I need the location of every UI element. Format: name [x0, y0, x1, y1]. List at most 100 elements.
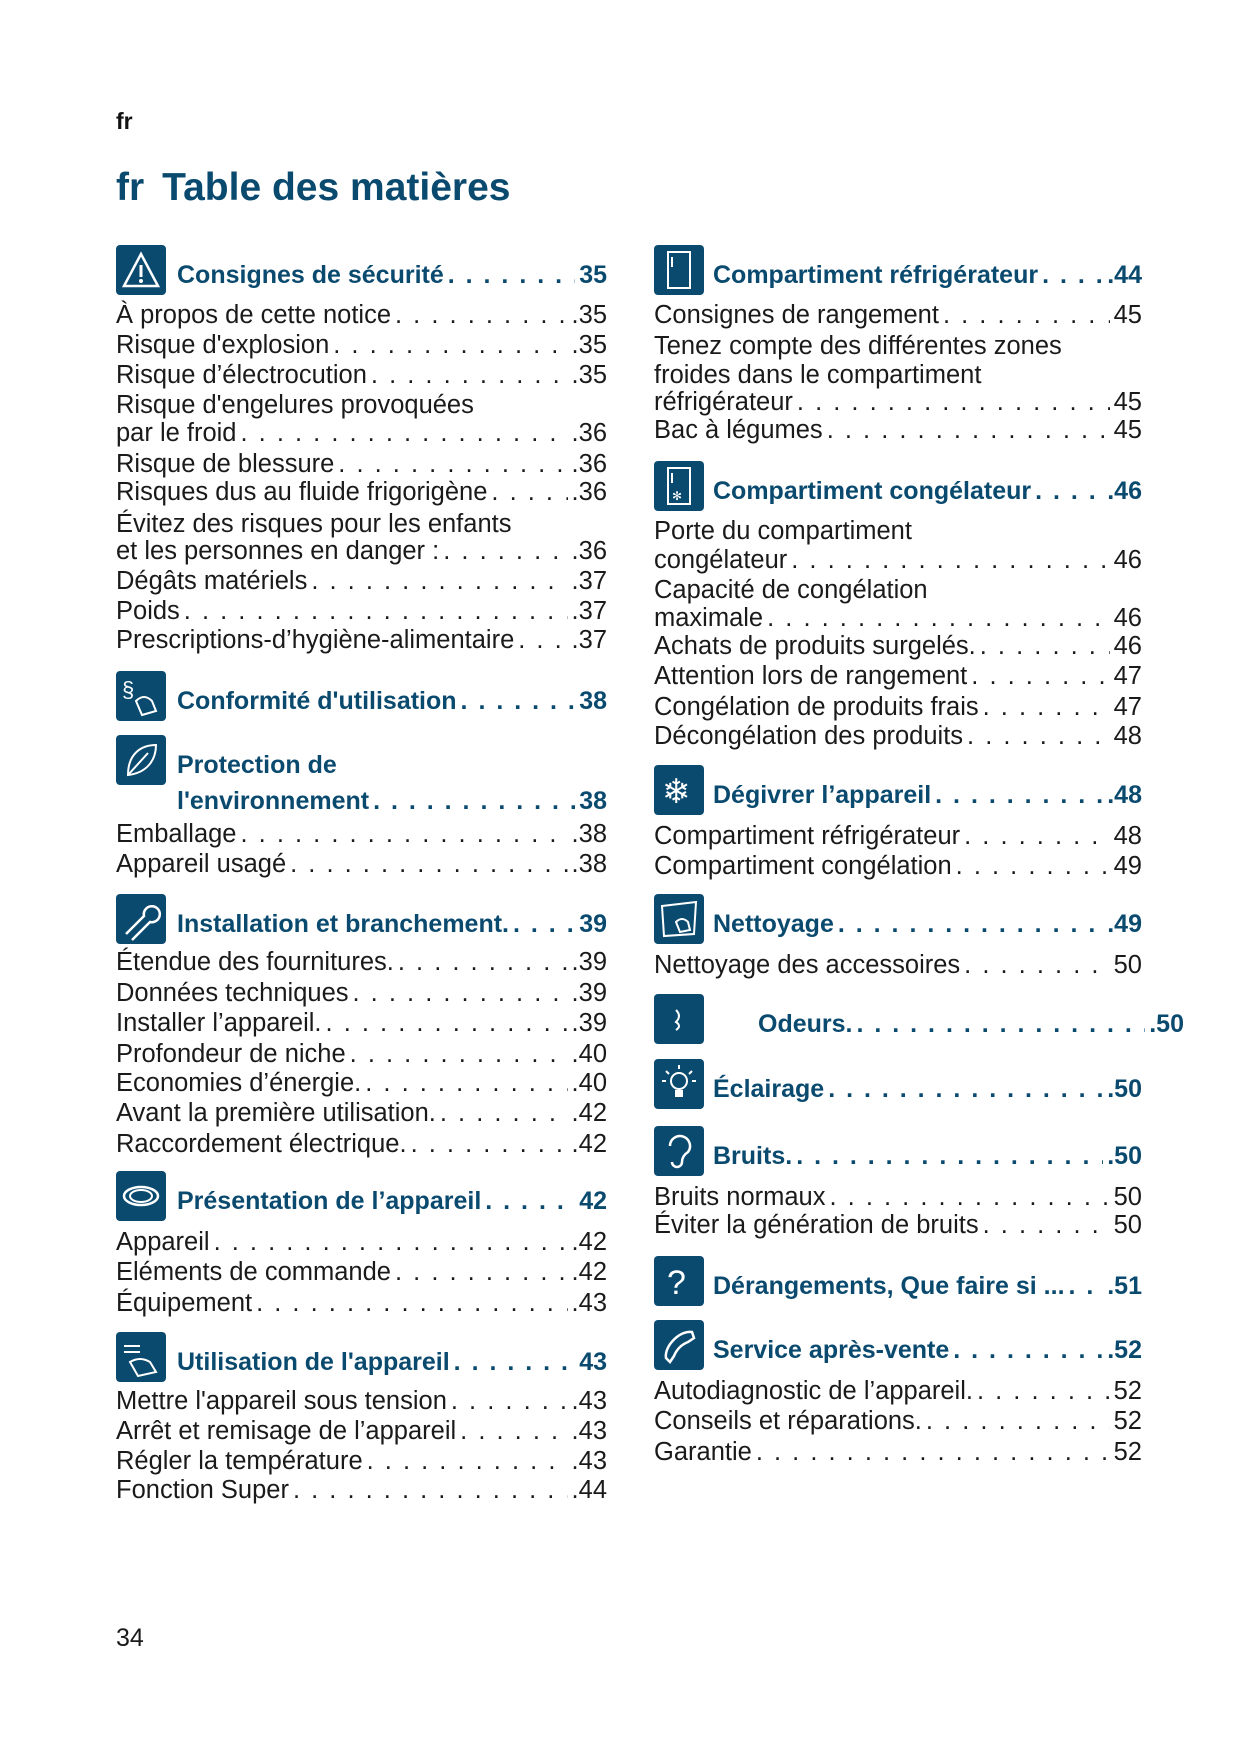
toc-entry[interactable]: Capacité de congélation — [654, 575, 1142, 605]
toc-label: Appareil — [116, 1228, 210, 1256]
toc-section-heading[interactable]: Conformité d'utilisation 38 — [177, 686, 607, 716]
toc-entry[interactable]: Tenez compte des différentes zones — [654, 331, 1142, 361]
toc-entry[interactable]: Compartiment congélation 49 — [654, 851, 1142, 881]
dot-leader — [513, 909, 575, 939]
toc-entry[interactable]: Installer l’appareil. .39 — [116, 1008, 607, 1038]
toc-label: Dégâts matériels — [116, 567, 308, 595]
dot-leader — [485, 1186, 575, 1216]
toc-page: .51 — [1107, 1272, 1142, 1300]
toc-entry[interactable]: Attention lors de rangement 47 — [654, 661, 1142, 691]
dot-leader — [856, 1009, 1145, 1039]
toc-page: .43 — [571, 1447, 607, 1475]
toc-entry[interactable]: À propos de cette notice .35 — [116, 300, 607, 330]
toc-entry[interactable]: Conseils et réparations. 52 — [654, 1406, 1142, 1436]
toc-section-heading[interactable]: Nettoyage .49 — [713, 909, 1142, 939]
toc-entry[interactable]: froides dans le compartiment — [654, 360, 1142, 390]
toc-entry[interactable]: congélateur 46 — [654, 545, 1142, 575]
dot-leader — [827, 415, 1110, 445]
toc-section-heading[interactable]: Protection de — [177, 750, 607, 780]
toc-entry[interactable]: Décongélation des produits 48 — [654, 721, 1142, 751]
toc-page: .36 — [571, 450, 607, 478]
dot-leader — [371, 360, 568, 390]
toc-entry[interactable]: Risque d'engelures provoquées — [116, 390, 607, 420]
toc-entry[interactable]: Dégâts matériels .37 — [116, 566, 607, 596]
toc-entry[interactable]: Garantie 52 — [654, 1437, 1142, 1467]
toc-section-heading[interactable]: Dérangements, Que faire si ... .51 — [713, 1271, 1142, 1301]
dot-leader — [980, 631, 1110, 661]
dot-leader — [977, 1376, 1110, 1406]
toc-entry[interactable]: Mettre l'appareil sous tension .43 — [116, 1386, 607, 1416]
toc-entry[interactable]: Bruits normaux 50 — [654, 1182, 1142, 1212]
dot-leader — [411, 1129, 568, 1159]
toc-page: .39 — [571, 979, 607, 1007]
toc-page: 38 — [579, 687, 607, 715]
toc-label: Conformité d'utilisation — [177, 687, 457, 715]
toc-section-heading[interactable]: Éclairage .50 — [713, 1074, 1142, 1104]
toc-label: Nettoyage des accessoires — [654, 951, 961, 979]
dot-leader — [443, 536, 567, 566]
toc-entry[interactable]: Nettoyage des accessoires 50 — [654, 950, 1142, 980]
toc-entry[interactable]: Bac à légumes 45 — [654, 415, 1142, 445]
dot-leader — [838, 909, 1103, 939]
toc-section-heading[interactable]: Odeurs. .50 — [758, 1009, 1184, 1039]
toc-entry[interactable]: Éviter la génération de bruits 50 — [654, 1210, 1142, 1240]
toc-page: .36 — [571, 478, 607, 506]
toc-page: 46 — [1113, 604, 1142, 632]
toc-entry[interactable]: Appareil .42 — [116, 1227, 607, 1257]
toc-page: .38 — [571, 850, 607, 878]
toc-entry[interactable]: Fonction Super .44 — [116, 1475, 607, 1505]
toc-entry[interactable]: Risque d’électrocution .35 — [116, 360, 607, 390]
toc-entry[interactable]: et les personnes en danger : .36 — [116, 536, 607, 566]
toc-section-heading[interactable]: Installation et branchement. 39 — [177, 909, 607, 939]
toc-page: .46 — [1107, 477, 1142, 505]
toc-entry[interactable]: par le froid .36 — [116, 418, 607, 448]
dot-leader — [395, 1257, 568, 1287]
toc-label: Risque d'explosion — [116, 331, 330, 359]
toc-section-heading[interactable]: Présentation de l’appareil 42 — [177, 1186, 607, 1216]
toc-entry[interactable]: Compartiment réfrigérateur 48 — [654, 821, 1142, 851]
toc-entry[interactable]: maximale 46 — [654, 603, 1142, 633]
toc-entry[interactable]: Economies d’énergie. .40 — [116, 1068, 607, 1098]
toc-entry[interactable]: Équipement .43 — [116, 1288, 607, 1318]
dot-leader — [518, 625, 567, 655]
toc-entry[interactable]: Régler la température .43 — [116, 1446, 607, 1476]
toc-entry[interactable]: Consignes de rangement 45 — [654, 300, 1142, 330]
toc-entry[interactable]: Données techniques .39 — [116, 978, 607, 1008]
toc-section-heading[interactable]: Compartiment congélateur .46 — [713, 476, 1142, 506]
toc-entry[interactable]: Arrêt et remisage de l’appareil .43 — [116, 1416, 607, 1446]
dot-leader — [373, 786, 575, 816]
toc-entry[interactable]: Eléments de commande .42 — [116, 1257, 607, 1287]
toc-entry[interactable]: Risque d'explosion .35 — [116, 330, 607, 360]
toc-entry[interactable]: Avant la première utilisation. .42 — [116, 1098, 607, 1128]
toc-section-heading[interactable]: Compartiment réfrigérateur .44 — [713, 260, 1142, 290]
toc-label: Profondeur de niche — [116, 1040, 346, 1068]
toc-label: Consignes de sécurité — [177, 261, 444, 289]
toc-entry[interactable]: Poids .37 — [116, 596, 607, 626]
toc-entry[interactable]: Emballage .38 — [116, 819, 607, 849]
toc-page: .35 — [571, 331, 607, 359]
toc-section-heading[interactable]: Service après-vente .52 — [713, 1335, 1142, 1365]
toc-entry[interactable]: Achats de produits surgelés. 46 — [654, 631, 1142, 661]
toc-entry[interactable]: réfrigérateur 45 — [654, 387, 1142, 417]
toc-entry[interactable]: Autodiagnostic de l’appareil. 52 — [654, 1376, 1142, 1406]
toc-label: Protection de — [177, 751, 337, 779]
toc-page: .50 — [1107, 1075, 1142, 1103]
toc-entry[interactable]: Risque de blessure .36 — [116, 449, 607, 479]
toc-entry[interactable]: Étendue des fournitures. .39 — [116, 947, 607, 977]
toc-entry[interactable]: Porte du compartiment — [654, 516, 1142, 546]
toc-entry[interactable]: Profondeur de niche .40 — [116, 1039, 607, 1069]
toc-entry[interactable]: Congélation de produits frais 47 — [654, 692, 1142, 722]
toc-entry[interactable]: Risques dus au fluide frigorigène .36 — [116, 477, 607, 507]
toc-section-heading[interactable]: Bruits. .50 — [713, 1141, 1142, 1171]
toc-section-heading[interactable]: Consignes de sécurité 35 — [177, 260, 607, 290]
toc-entry[interactable]: Appareil usagé .38 — [116, 849, 607, 879]
toc-page: 42 — [579, 1187, 607, 1215]
toc-section-heading[interactable]: Dégivrer l’appareil .48 — [713, 780, 1142, 810]
toc-section-heading[interactable]: l'environnement 38 — [177, 786, 607, 816]
toc-section-heading[interactable]: Utilisation de l'appareil 43 — [177, 1347, 607, 1377]
toc-entry[interactable]: Raccordement électrique. .42 — [116, 1129, 607, 1159]
toc-label: Emballage — [116, 820, 237, 848]
toc-entry[interactable]: Évitez des risques pour les enfants — [116, 509, 607, 539]
toc-entry[interactable]: Prescriptions-d’hygiène-alimentaire .37 — [116, 625, 607, 655]
dot-leader — [454, 1347, 576, 1377]
